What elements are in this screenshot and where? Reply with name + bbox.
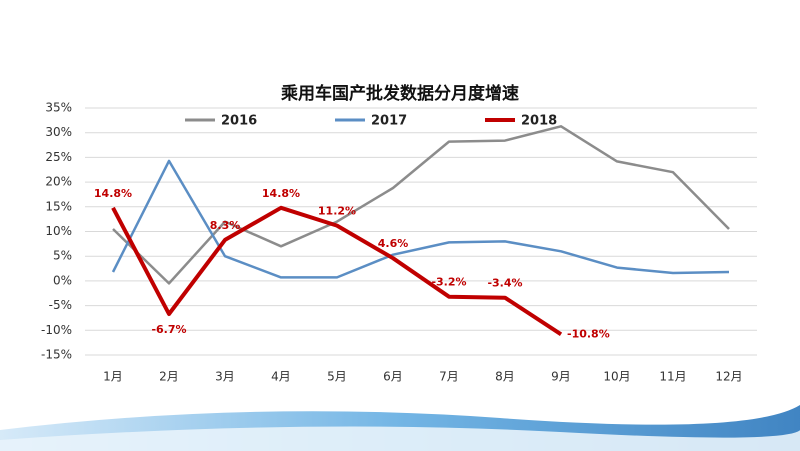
data-label: 11.2% <box>318 205 356 218</box>
x-tick-label: 5月 <box>327 370 347 384</box>
y-tick-label: 20% <box>45 175 72 189</box>
y-tick-label: -10% <box>41 323 72 337</box>
y-tick-label: -15% <box>41 348 72 362</box>
x-tick-label: 3月 <box>215 370 235 384</box>
data-label: -6.7% <box>151 323 186 336</box>
x-tick-label: 7月 <box>439 370 459 384</box>
x-tick-label: 4月 <box>271 370 291 384</box>
series-line <box>111 205 563 336</box>
data-label: 4.6% <box>378 237 409 250</box>
data-label: 8.3% <box>210 219 241 232</box>
x-tick-label: 8月 <box>495 370 515 384</box>
x-tick-label: 2月 <box>159 370 179 384</box>
data-label: 14.8% <box>262 187 300 200</box>
y-tick-label: 30% <box>45 125 72 139</box>
series-line <box>112 125 730 285</box>
data-label: -3.2% <box>431 276 466 289</box>
y-tick-label: -5% <box>49 298 72 312</box>
x-tick-label: 11月 <box>659 370 686 384</box>
data-label: 14.8% <box>94 187 132 200</box>
x-tick-label: 9月 <box>551 370 571 384</box>
y-tick-label: 35% <box>45 101 72 115</box>
x-tick-label: 10月 <box>603 370 630 384</box>
y-tick-label: 25% <box>45 150 72 164</box>
series-line <box>111 159 730 279</box>
footer-wave <box>0 425 800 451</box>
chart-title: 乘用车国产批发数据分月度增速 <box>280 83 519 104</box>
data-label: -10.8% <box>567 327 610 340</box>
x-tick-label: 6月 <box>383 370 403 384</box>
y-tick-label: 0% <box>53 273 72 287</box>
legend-label: 2017 <box>371 114 407 129</box>
x-tick-label: 12月 <box>715 370 742 384</box>
legend-label: 2016 <box>221 114 257 129</box>
legend-label: 2018 <box>521 114 557 129</box>
y-tick-label: 10% <box>45 224 72 238</box>
y-tick-label: 5% <box>53 249 72 263</box>
x-tick-label: 1月 <box>103 370 123 384</box>
y-tick-label: 15% <box>45 199 72 213</box>
data-label: -3.4% <box>487 277 522 290</box>
